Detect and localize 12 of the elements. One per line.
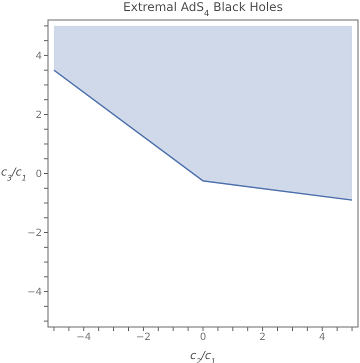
y-axis-title: c$_{3}$/c$_{1}$ <box>1 166 27 182</box>
y-tick-label: −4 <box>27 287 42 298</box>
x-tick-label: −2 <box>136 332 151 344</box>
x-tick-label: −4 <box>76 332 92 344</box>
chart-title: Extremal AdS$_{4}$ Black Holes <box>123 0 283 18</box>
y-tick-label: 4 <box>36 50 42 62</box>
y-tick-label: −2 <box>27 228 42 240</box>
y-tick-label: 2 <box>36 110 42 122</box>
y-tick-label: 0 <box>36 169 42 180</box>
x-tick-label: 2 <box>259 332 266 344</box>
x-tick-label: 0 <box>200 332 206 344</box>
x-tick-label: 4 <box>319 332 326 344</box>
